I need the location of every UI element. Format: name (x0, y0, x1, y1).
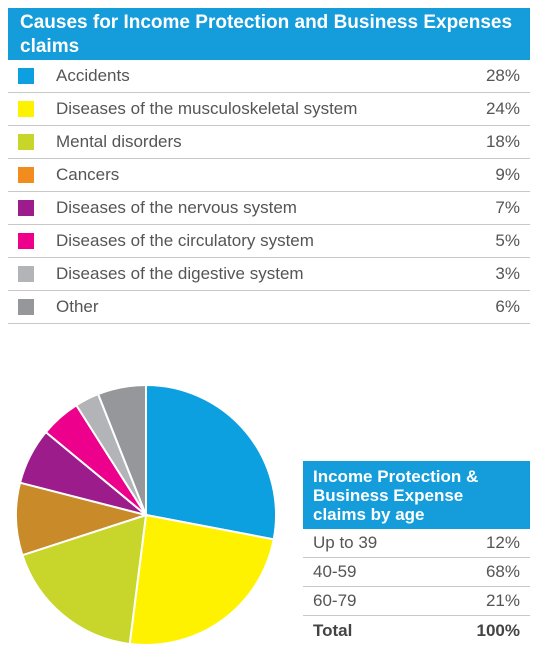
total-percent: 100% (476, 620, 520, 640)
pie-slice-1 (145, 383, 277, 541)
table-row: Diseases of the circulatory system 5% (8, 225, 530, 258)
cause-label: Diseases of the circulatory system (56, 231, 314, 250)
table-row: Other 6% (8, 291, 530, 324)
total-label: Total (313, 620, 353, 640)
cause-label: Other (56, 297, 99, 316)
age-percent: 68% (485, 562, 520, 581)
claims-causes-title: Causes for Income Protection and Busines… (8, 8, 530, 60)
age-percent: 21% (485, 591, 520, 610)
cause-label: Diseases of the nervous system (56, 198, 297, 217)
cause-percent: 6% (495, 297, 520, 316)
table-row: Diseases of the nervous system 7% (8, 192, 530, 225)
legend-swatch (18, 167, 34, 183)
cause-label: Cancers (56, 165, 120, 184)
age-table: Income Protection & Business Expense cla… (303, 461, 530, 645)
cause-percent: 9% (495, 165, 520, 184)
cause-label: Mental disorders (56, 132, 182, 151)
cause-percent: 3% (495, 264, 520, 283)
age-label: 60-79 (313, 591, 357, 610)
table-row: Diseases of the musculoskeletal system 2… (8, 93, 530, 126)
table-row: Mental disorders 18% (8, 126, 530, 159)
pie-slice-2 (128, 513, 275, 646)
legend-swatch (18, 299, 34, 315)
age-row: Up to 39 12% (303, 529, 530, 558)
pie-slice-3 (21, 513, 148, 646)
cause-percent: 7% (495, 198, 520, 217)
legend-swatch (18, 200, 34, 216)
table-row: Diseases of the digestive system 3% (8, 258, 530, 291)
cause-label: Diseases of the digestive system (56, 264, 304, 283)
table-row: Cancers 9% (8, 159, 530, 192)
age-row: 40-59 68% (303, 558, 530, 587)
age-table-title: Income Protection & Business Expense cla… (303, 461, 530, 529)
cause-percent: 18% (485, 132, 520, 151)
pie-slice-8 (96, 383, 147, 516)
legend-swatch (18, 68, 34, 84)
cause-label: Diseases of the musculoskeletal system (56, 99, 358, 118)
legend-swatch (18, 101, 34, 117)
table-row: Accidents 28% (8, 60, 530, 93)
cause-percent: 5% (495, 231, 520, 250)
cause-percent: 24% (485, 99, 520, 118)
legend-swatch (18, 134, 34, 150)
age-row: 60-79 21% (303, 587, 530, 616)
legend-swatch (18, 233, 34, 249)
legend-swatch (18, 266, 34, 282)
causes-table: Accidents 28% Diseases of the musculoske… (8, 60, 530, 324)
age-label: 40-59 (313, 562, 357, 581)
age-label: Up to 39 (313, 533, 378, 552)
cause-percent: 28% (485, 66, 520, 85)
cause-label: Accidents (56, 66, 130, 85)
age-total-row: Total 100% (303, 616, 530, 645)
causes-pie-chart (15, 383, 277, 646)
age-percent: 12% (485, 533, 520, 552)
